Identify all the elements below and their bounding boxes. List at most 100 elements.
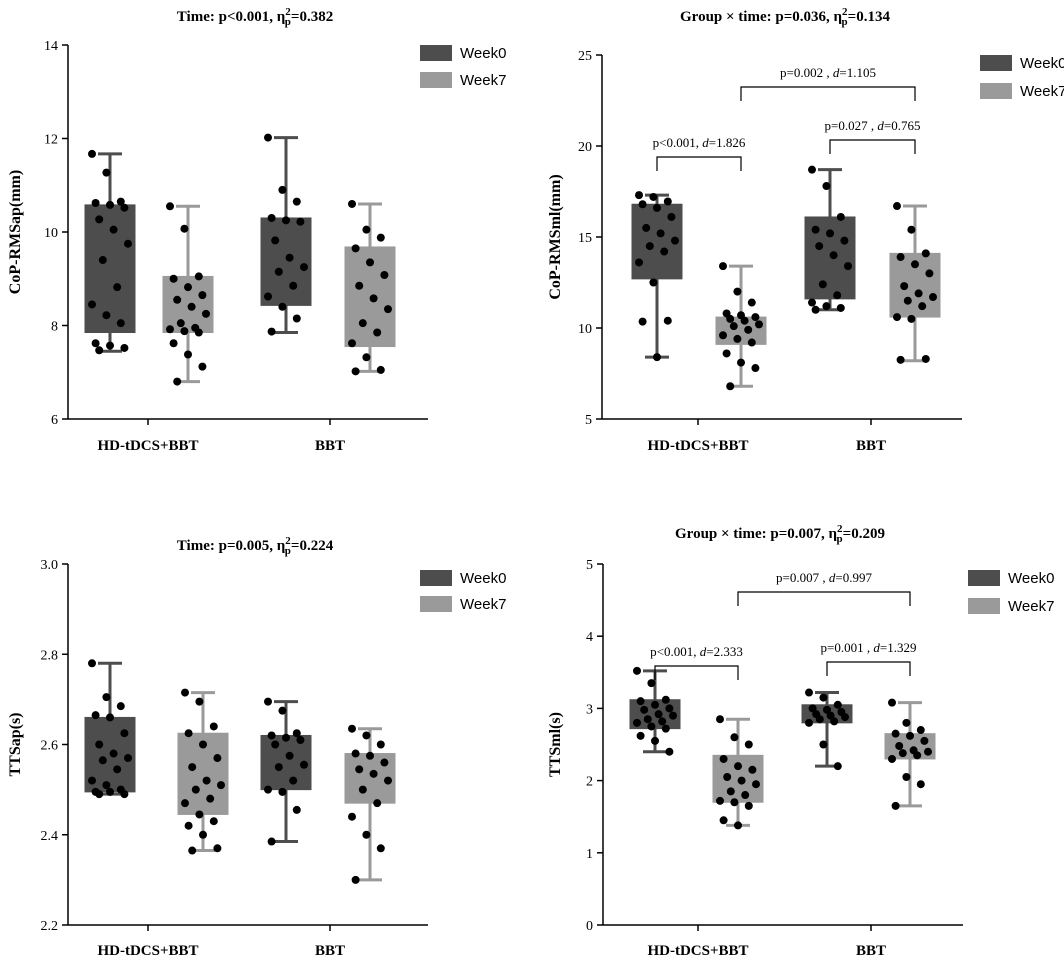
data-point (264, 292, 272, 301)
chart-p3: Time: p=0.005, η2 p=0.224 TTSap(s) 2.2 2.4 2.… (7, 535, 506, 959)
y-tick-label: 0 (586, 919, 593, 934)
legend-label-week0: Week0 (1008, 570, 1054, 587)
data-point (744, 801, 753, 810)
chart-p4: Group × time: p=0.007, η2 p=0.209TTSml(s)… (547, 523, 1054, 959)
data-point (747, 338, 756, 347)
data-point (88, 659, 96, 668)
legend-label-week0: Week0 (460, 570, 506, 587)
significance-label: p=0.027 , d=0.765 (825, 118, 921, 133)
x-tick-label: BBT (856, 438, 886, 454)
y-axis-label: CoP-RMSml(mm) (547, 174, 564, 299)
data-point (348, 339, 356, 348)
data-point (102, 693, 111, 702)
y-tick-label: 3 (586, 702, 593, 717)
data-point (921, 249, 930, 258)
data-point (278, 706, 287, 715)
annot-part: d (829, 570, 836, 585)
data-point (656, 229, 665, 238)
data-point (734, 821, 742, 830)
data-point (740, 316, 749, 325)
data-point (198, 362, 207, 371)
box-bbt-week0 (260, 697, 312, 846)
data-point (719, 331, 727, 340)
annot-part: d (873, 640, 880, 655)
title-tail: =0.209 (843, 526, 885, 542)
box-bbt-week0 (260, 133, 312, 336)
data-point (829, 251, 838, 260)
legend-swatch-week0 (420, 45, 452, 61)
data-point (903, 296, 912, 305)
data-point (88, 149, 96, 158)
data-point (95, 740, 104, 749)
data-point (267, 731, 276, 740)
significance-bracket (740, 86, 916, 101)
legend-label-week0: Week0 (460, 45, 506, 62)
data-point (362, 225, 371, 234)
data-point (819, 693, 828, 702)
data-point (113, 283, 122, 292)
data-point (819, 740, 828, 749)
data-point (362, 731, 371, 740)
data-point (88, 300, 96, 309)
data-point (300, 263, 308, 272)
data-point (116, 702, 125, 711)
data-point (169, 274, 178, 283)
data-point (811, 305, 820, 314)
data-point (638, 200, 647, 209)
title-main: Group × time: p=0.007, η (675, 526, 837, 542)
data-point (900, 282, 909, 291)
x-tick-label: HD-tDCS+BBT (647, 943, 748, 959)
y-tick-label: 14 (44, 39, 58, 54)
data-point (633, 666, 641, 675)
data-point (376, 844, 385, 853)
data-point (296, 217, 305, 226)
y-tick-label: 2 (586, 775, 593, 790)
data-point (833, 762, 842, 771)
legend-label-week7: Week7 (1008, 598, 1054, 615)
box-bbt-week0 (801, 688, 853, 771)
data-point (815, 242, 824, 251)
data-point (124, 754, 132, 763)
annot-part: p<0.001, (650, 644, 700, 659)
data-point (351, 875, 360, 884)
data-point (278, 302, 287, 311)
data-point (805, 718, 813, 727)
data-point (716, 796, 724, 805)
data-point (362, 830, 371, 839)
data-point (195, 810, 204, 819)
data-point (109, 225, 118, 234)
data-point (671, 236, 679, 245)
data-point (826, 229, 834, 238)
box-bbt-week7 (884, 698, 936, 810)
data-point (808, 298, 816, 307)
data-point (751, 364, 760, 373)
data-point (285, 751, 294, 760)
data-point (723, 772, 732, 781)
data-point (651, 736, 659, 745)
data-point (271, 740, 280, 749)
y-tick-label: 2.6 (41, 739, 59, 754)
data-point (741, 791, 750, 800)
data-point (649, 278, 658, 287)
data-point (726, 314, 735, 323)
data-point (744, 325, 753, 334)
annot-part: =1.105 (839, 65, 876, 80)
annot-part: =0.997 (835, 570, 872, 585)
annot-part: d (833, 65, 840, 80)
box-hd-tdcs-bbt-week7 (712, 715, 764, 830)
data-point (267, 327, 276, 336)
data-point (719, 262, 727, 271)
data-point (376, 233, 385, 242)
box-bbt-week0 (804, 165, 856, 314)
y-tick-label: 6 (51, 413, 58, 428)
data-point (661, 724, 670, 733)
annot-part: =1.329 (880, 640, 917, 655)
x-tick-label: HD-tDCS+BBT (97, 438, 198, 454)
data-point (895, 741, 904, 750)
box-body (260, 217, 312, 306)
annot-part: p=0.027 , (825, 118, 878, 133)
data-point (833, 700, 842, 709)
data-point (376, 740, 385, 749)
data-point (109, 749, 118, 758)
data-point (198, 291, 207, 300)
